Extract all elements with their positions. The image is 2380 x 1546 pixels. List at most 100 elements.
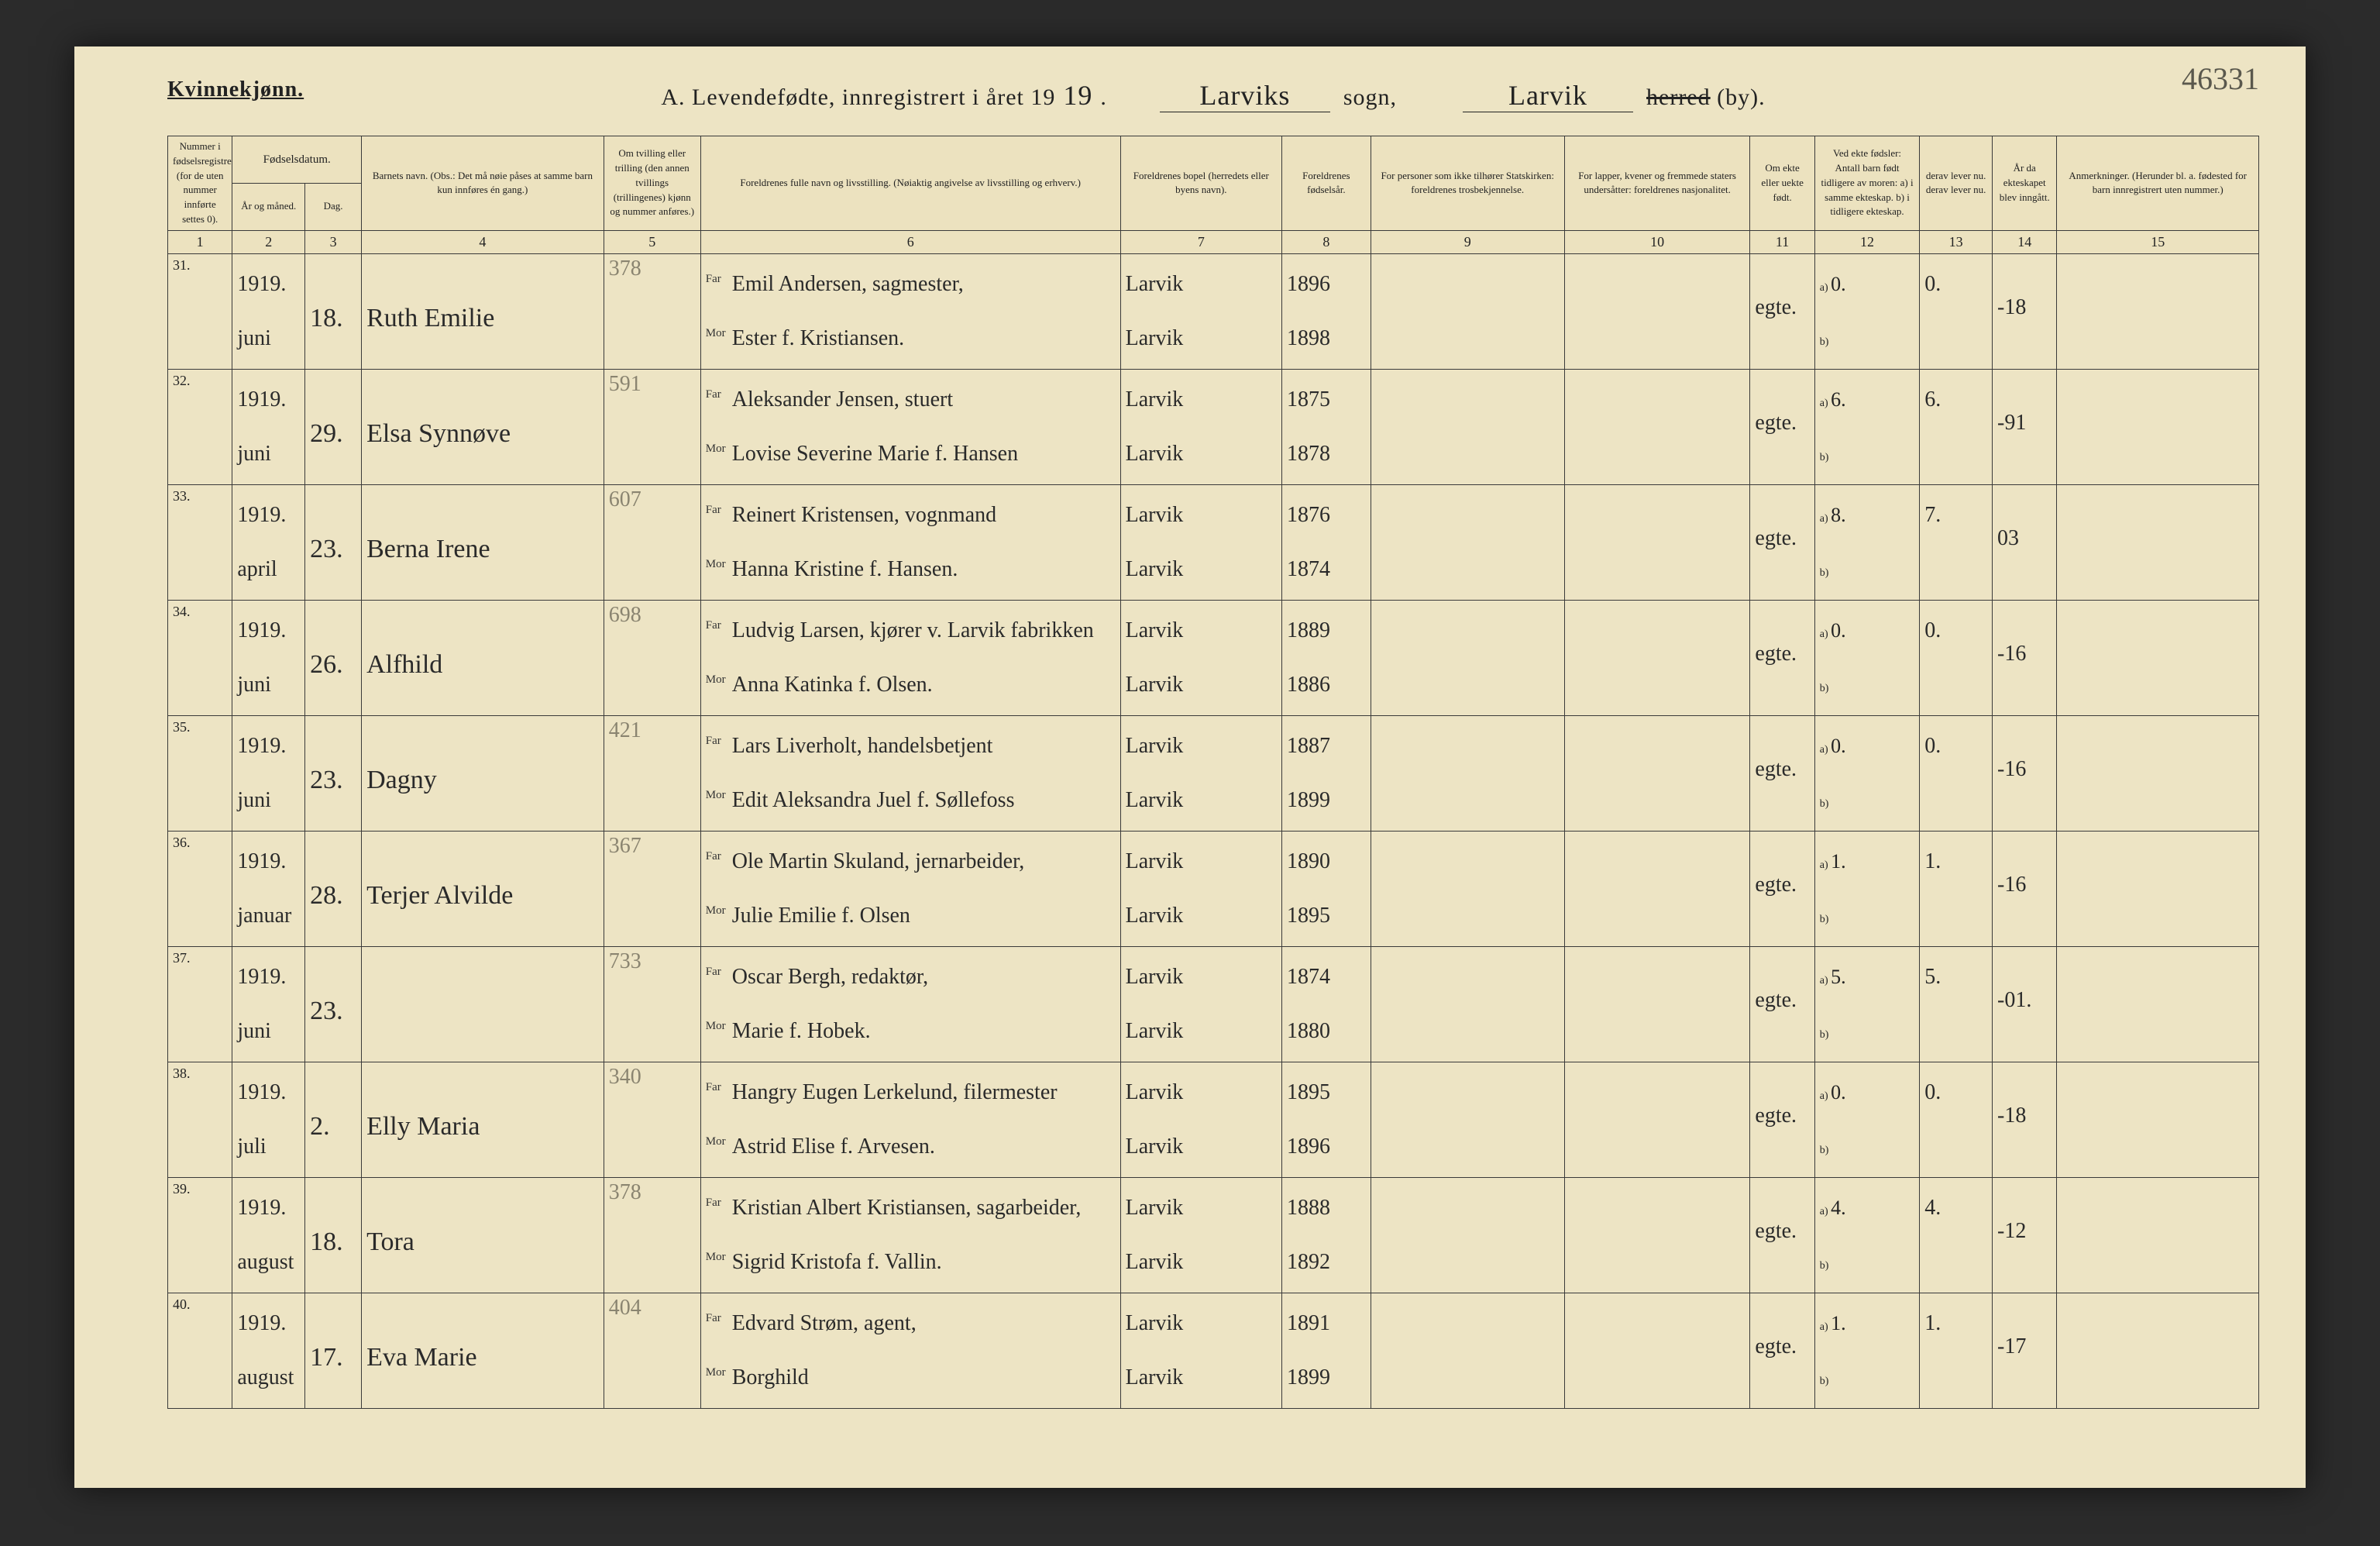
h-c7: Foreldrenes bopel (herredets eller byens… [1120,136,1281,231]
cell-nationality [1564,369,1750,484]
h-c9: For personer som ikke tilhører Statskirk… [1371,136,1564,231]
cell-day: 2. [305,1062,362,1177]
cell-child-name [362,946,604,1062]
cell-notes [2057,600,2259,715]
cell-year-month: 1919. juni [232,715,305,831]
cell-year-month: 1919. juni [232,253,305,369]
colnum: 15 [2057,230,2259,253]
cell-notes [2057,831,2259,946]
cell-marriage-year: 03 [1993,484,2057,600]
cell-nationality [1564,831,1750,946]
cell-number: 39. [168,1177,232,1293]
cell-number: 35. [168,715,232,831]
cell-residence: LarvikLarvik [1120,715,1281,831]
page-number-handwritten: 46331 [2182,60,2259,97]
cell-prev-children: 0. [1814,600,1919,715]
cell-alive: 1. [1920,1293,1993,1408]
table-row: 39. 1919. august 18. Tora 378 FarKristia… [168,1177,2259,1293]
colnum: 9 [1371,230,1564,253]
cell-alive: 0. [1920,1062,1993,1177]
cell-twin: 378 [604,1177,700,1293]
cell-year-month: 1919. januar [232,831,305,946]
cell-twin: 591 [604,369,700,484]
colnum: 1 [168,230,232,253]
cell-twin: 733 [604,946,700,1062]
h-c1: Nummer i fødselsregistret (for de uten n… [168,136,232,231]
cell-notes [2057,715,2259,831]
cell-legit: egte. [1750,484,1814,600]
cell-marriage-year: -18 [1993,253,2057,369]
cell-legit: egte. [1750,1293,1814,1408]
table-row: 37. 1919. juni 23. 733 FarOscar Bergh, r… [168,946,2259,1062]
cell-number: 40. [168,1293,232,1408]
colnum: 2 [232,230,305,253]
cell-prev-children: 0. [1814,253,1919,369]
cell-year-month: 1919. august [232,1177,305,1293]
cell-nationality [1564,946,1750,1062]
cell-birthyears: 18891886 [1282,600,1371,715]
h-c4: Barnets navn. (Obs.: Det må nøie påses a… [362,136,604,231]
cell-year-month: 1919. juni [232,600,305,715]
cell-legit: egte. [1750,600,1814,715]
table-row: 31. 1919. juni 18. Ruth Emilie 378 FarEm… [168,253,2259,369]
title-prefix: A. Levendefødte, innregistrert i året 19 [661,84,1055,110]
cell-prev-children: 0. [1814,1062,1919,1177]
cell-alive: 6. [1920,369,1993,484]
cell-nationality [1564,1293,1750,1408]
cell-nationality [1564,715,1750,831]
cell-twin: 378 [604,253,700,369]
cell-birthyears: 18911899 [1282,1293,1371,1408]
cell-marriage-year: -18 [1993,1062,2057,1177]
cell-alive: 5. [1920,946,1993,1062]
cell-day: 17. [305,1293,362,1408]
cell-religion [1371,715,1564,831]
cell-alive: 0. [1920,600,1993,715]
label-by: (by). [1717,84,1765,110]
cell-legit: egte. [1750,831,1814,946]
title-year: 19 [1055,80,1100,111]
cell-residence: LarvikLarvik [1120,484,1281,600]
cell-child-name: Elly Maria [362,1062,604,1177]
cell-day: 28. [305,831,362,946]
cell-day: 23. [305,715,362,831]
label-sogn: sogn, [1343,84,1397,110]
cell-parents: FarKristian Albert Kristiansen, sagarbei… [700,1177,1120,1293]
cell-year-month: 1919. juni [232,946,305,1062]
colnum: 11 [1750,230,1814,253]
cell-notes [2057,1062,2259,1177]
cell-religion [1371,1177,1564,1293]
cell-parents: FarHangry Eugen Lerkelund, filermester M… [700,1062,1120,1177]
cell-year-month: 1919. april [232,484,305,600]
cell-day: 18. [305,1177,362,1293]
cell-residence: LarvikLarvik [1120,831,1281,946]
table-row: 36. 1919. januar 28. Terjer Alvilde 367 … [168,831,2259,946]
table-body: 31. 1919. juni 18. Ruth Emilie 378 FarEm… [168,253,2259,1408]
cell-year-month: 1919. august [232,1293,305,1408]
cell-prev-children: 1. [1814,831,1919,946]
h-c14: År da ekteskapet blev inngått. [1993,136,2057,231]
h-c11: Om ekte eller uekte født. [1750,136,1814,231]
cell-prev-children: 6. [1814,369,1919,484]
cell-alive: 4. [1920,1177,1993,1293]
colnum: 7 [1120,230,1281,253]
cell-number: 31. [168,253,232,369]
colnum: 6 [700,230,1120,253]
cell-notes [2057,484,2259,600]
cell-twin: 607 [604,484,700,600]
cell-marriage-year: -12 [1993,1177,2057,1293]
cell-birthyears: 18961898 [1282,253,1371,369]
cell-number: 33. [168,484,232,600]
cell-birthyears: 18751878 [1282,369,1371,484]
district-name: Larvik [1463,79,1633,112]
cell-residence: LarvikLarvik [1120,1177,1281,1293]
cell-prev-children: 1. [1814,1293,1919,1408]
colnum: 14 [1993,230,2057,253]
colnum: 4 [362,230,604,253]
cell-marriage-year: -16 [1993,715,2057,831]
register-page: 46331 Kvinnekjønn. A. Levendefødte, innr… [74,46,2306,1488]
cell-legit: egte. [1750,946,1814,1062]
cell-notes [2057,1293,2259,1408]
cell-parents: FarLudvig Larsen, kjører v. Larvik fabri… [700,600,1120,715]
cell-marriage-year: -17 [1993,1293,2057,1408]
cell-religion [1371,1293,1564,1408]
